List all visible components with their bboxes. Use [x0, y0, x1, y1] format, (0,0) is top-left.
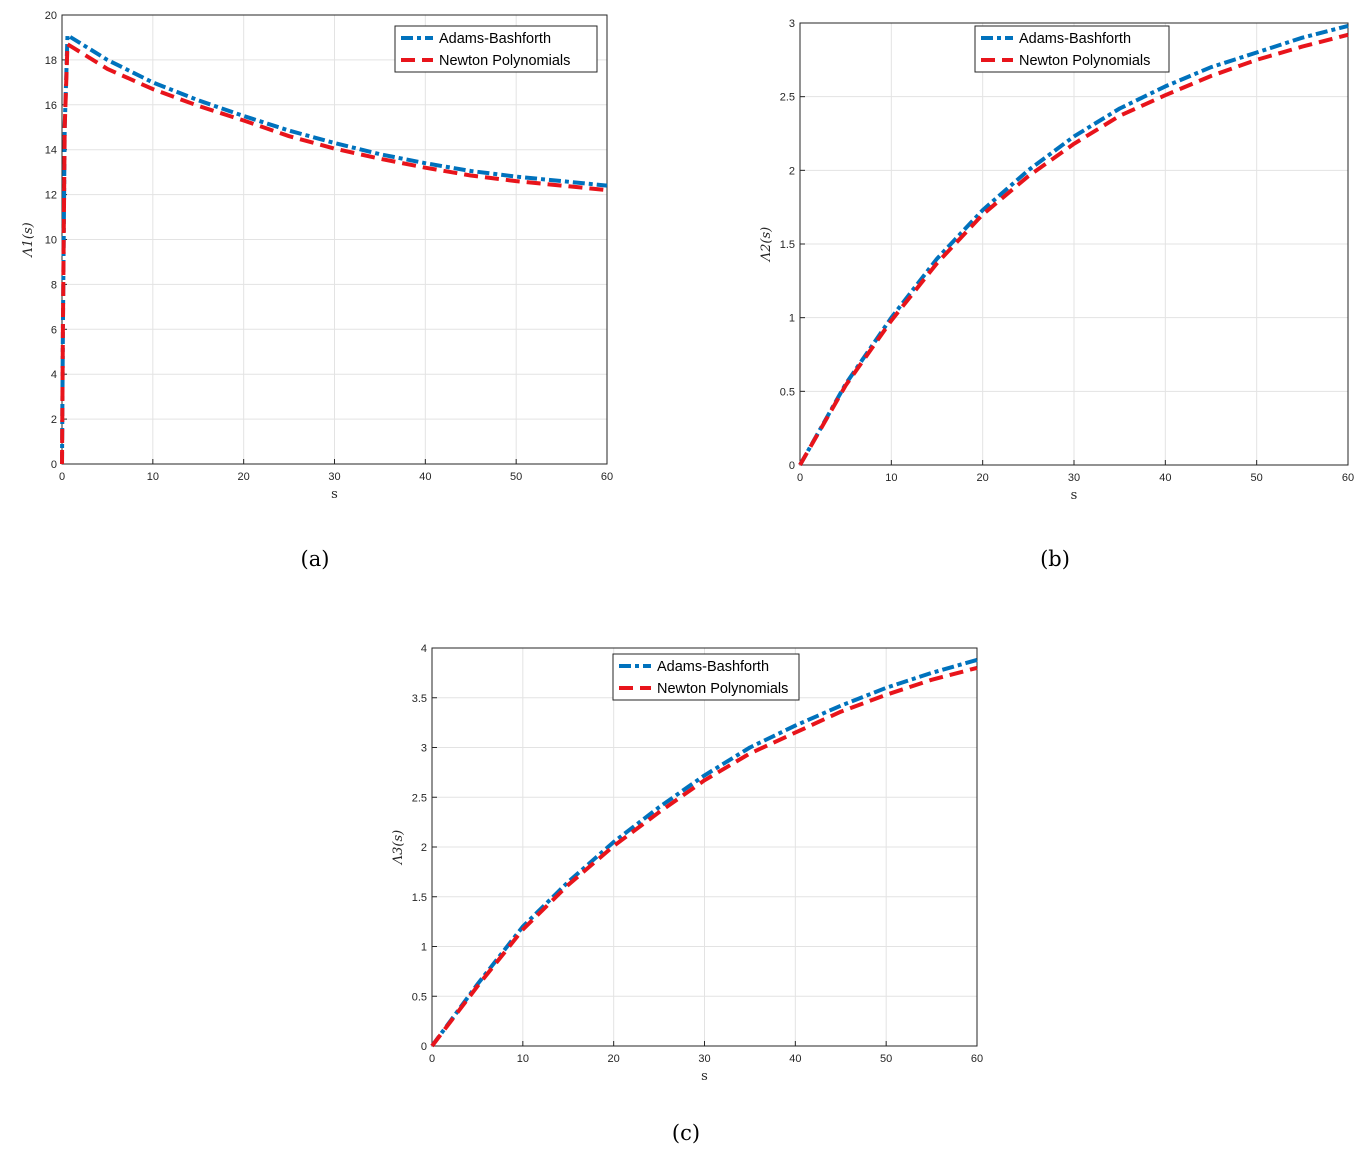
x-tick-label: 40: [1159, 472, 1171, 484]
legend-entry: Newton Polynomials: [1019, 53, 1150, 69]
x-tick-label: 10: [147, 471, 159, 483]
y-tick-label: 1: [789, 313, 795, 325]
y-tick-label: 1.5: [412, 892, 427, 904]
legend-entry: Adams-Bashforth: [439, 31, 551, 47]
x-tick-label: 30: [328, 471, 340, 483]
panel-caption: (a): [301, 547, 330, 571]
legend-entry: Adams-Bashforth: [657, 659, 769, 675]
x-axis-label: s: [331, 487, 338, 502]
legend-box: [974, 25, 1170, 73]
series-line-newton-polynomials: [60, 42, 608, 465]
series-line-newton-polynomials: [430, 665, 978, 1048]
y-tick-label: 1.5: [780, 239, 795, 251]
x-tick-label: 60: [1342, 472, 1354, 484]
y-tick-label: 8: [51, 279, 57, 291]
legend: Adams-Bashforth Newton Polynomials: [612, 653, 800, 701]
y-tick-label: 2.5: [780, 92, 795, 104]
x-tick-label: 50: [1251, 472, 1263, 484]
chart-panel-2: 0 10 20 30 40 50 60 0 0.5 1 1.5 2 2.5 3 s Λ2(s) Adams-Ba…: [759, 18, 1354, 571]
x-tick-label: 20: [977, 472, 989, 484]
legend-entry: Newton Polynomials: [657, 681, 788, 697]
legend-entry: Newton Polynomials: [439, 53, 570, 69]
x-tick-label: 60: [601, 471, 613, 483]
x-tick-label: 10: [517, 1053, 529, 1065]
axes-box: [431, 647, 978, 1047]
legend-box: [394, 25, 598, 73]
panel-caption: (b): [1040, 547, 1070, 571]
y-tick-label: 0: [421, 1041, 427, 1053]
y-tick-label: 3: [789, 18, 795, 30]
y-tick-label: 2: [789, 165, 795, 177]
y-tick-label: 14: [45, 145, 57, 157]
series-line-adams-bashforth: [430, 657, 978, 1048]
legend: Adams-Bashforth Newton Polynomials: [394, 25, 598, 73]
x-tick-label: 0: [797, 472, 803, 484]
x-tick-label: 20: [608, 1053, 620, 1065]
y-tick-label: 0: [789, 460, 795, 472]
x-tick-label: 40: [419, 471, 431, 483]
y-tick-label: 3.5: [412, 693, 427, 705]
x-tick-label: 20: [238, 471, 250, 483]
y-tick-label: 10: [45, 235, 57, 247]
y-axis-label: Λ1(s): [21, 222, 36, 257]
y-tick-label: 2: [421, 842, 427, 854]
y-tick-label: 0.5: [780, 386, 795, 398]
x-tick-label: 30: [1068, 472, 1080, 484]
y-tick-label: 2: [51, 414, 57, 426]
y-tick-label: 18: [45, 55, 57, 67]
y-axis-label: Λ2(s): [759, 227, 774, 262]
y-tick-label: 3: [421, 743, 427, 755]
x-tick-label: 0: [429, 1053, 435, 1065]
chart-panel-1: 0 10 20 30 40 50 60 0 2 4 6 8 10 12 14 16 18 20 s Λ1(s) Adam…: [21, 10, 613, 571]
y-tick-label: 16: [45, 100, 57, 112]
x-axis-label: s: [1071, 488, 1078, 503]
x-tick-label: 10: [885, 472, 897, 484]
y-tick-label: 0.5: [412, 991, 427, 1003]
y-tick-label: 4: [421, 643, 427, 655]
legend-box: [612, 653, 800, 701]
y-tick-label: 0: [51, 459, 57, 471]
chart-panel-3: 0 10 20 30 40 50 60 0 0.5 1 1.5 2 2.5 3 3.5 4 s Λ3(s) Adam…: [391, 643, 983, 1145]
y-tick-label: 6: [51, 324, 57, 336]
x-tick-label: 0: [59, 471, 65, 483]
legend-entry: Adams-Bashforth: [1019, 31, 1131, 47]
y-tick-label: 1: [421, 942, 427, 954]
y-axis-label: Λ3(s): [391, 830, 406, 865]
x-tick-label: 50: [880, 1053, 892, 1065]
y-tick-label: 12: [45, 190, 57, 202]
y-tick-label: 2.5: [412, 792, 427, 804]
x-tick-label: 50: [510, 471, 522, 483]
x-axis-label: s: [701, 1069, 708, 1084]
y-tick-label: 20: [45, 10, 57, 22]
x-tick-label: 60: [971, 1053, 983, 1065]
y-tick-label: 4: [51, 369, 57, 381]
panel-caption: (c): [672, 1121, 700, 1145]
axes-box: [799, 22, 1349, 466]
series-line-adams-bashforth: [60, 33, 608, 465]
legend: Adams-Bashforth Newton Polynomials: [974, 25, 1170, 73]
series-line-newton-polynomials: [798, 32, 1349, 466]
x-tick-label: 30: [698, 1053, 710, 1065]
x-tick-label: 40: [789, 1053, 801, 1065]
